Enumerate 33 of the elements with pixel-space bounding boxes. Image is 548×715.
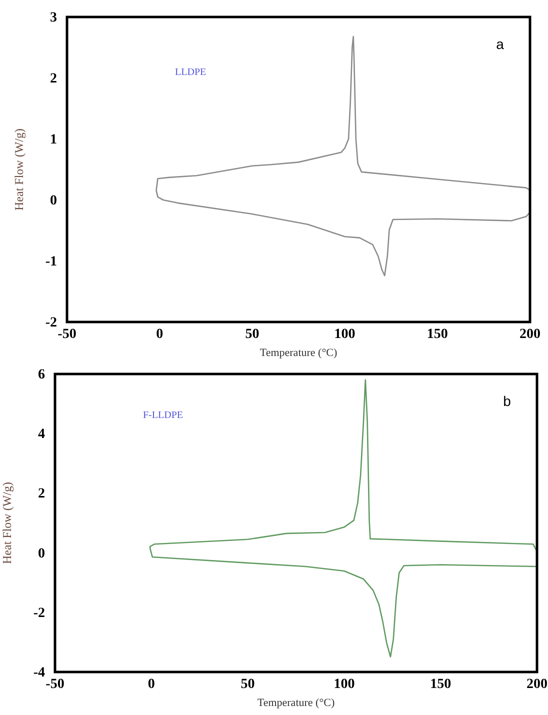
y-tick-label: -2 bbox=[33, 606, 45, 621]
x-tick-label: -50 bbox=[46, 676, 64, 692]
x-axis-title: Temperature (°C) bbox=[257, 697, 335, 709]
annotation: F-LLDPE bbox=[143, 410, 183, 421]
y-tick-label: 3 bbox=[50, 10, 57, 26]
y-tick-label: 0 bbox=[38, 546, 45, 562]
y-axis-title: Heat Flow (W/g) bbox=[0, 482, 14, 564]
x-tick-label: 100 bbox=[334, 676, 355, 692]
line-series bbox=[156, 36, 531, 276]
y-tick-label: 1 bbox=[50, 132, 57, 148]
annotation: a bbox=[496, 36, 504, 52]
x-tick-label: -50 bbox=[58, 326, 76, 342]
y-axis-title: Heat Flow (W/g) bbox=[12, 128, 26, 210]
y-tick-label: 2 bbox=[38, 486, 45, 502]
y-tick-label: -2 bbox=[45, 315, 57, 330]
y-tick-label: 4 bbox=[38, 427, 45, 442]
y-tick-label: 0 bbox=[50, 193, 57, 208]
x-tick-label: 50 bbox=[240, 676, 255, 692]
x-tick-label: 150 bbox=[426, 326, 448, 342]
y-tick-label: 6 bbox=[38, 367, 45, 382]
y-tick-label: 2 bbox=[50, 71, 57, 86]
x-axis-title: Temperature (°C) bbox=[260, 347, 338, 359]
x-tick-label: 100 bbox=[334, 326, 356, 342]
x-tick-label: 150 bbox=[430, 676, 452, 692]
y-tick-label: -1 bbox=[45, 254, 57, 270]
annotation: LLDPE bbox=[175, 67, 206, 78]
x-tick-label: 0 bbox=[148, 676, 155, 692]
x-tick-label: 200 bbox=[520, 326, 540, 342]
x-tick-label: 0 bbox=[156, 326, 164, 342]
y-tick-label: -4 bbox=[33, 665, 45, 680]
x-tick-label: 50 bbox=[245, 326, 260, 342]
x-tick-label: 200 bbox=[526, 676, 548, 692]
annotation: b bbox=[503, 393, 512, 409]
